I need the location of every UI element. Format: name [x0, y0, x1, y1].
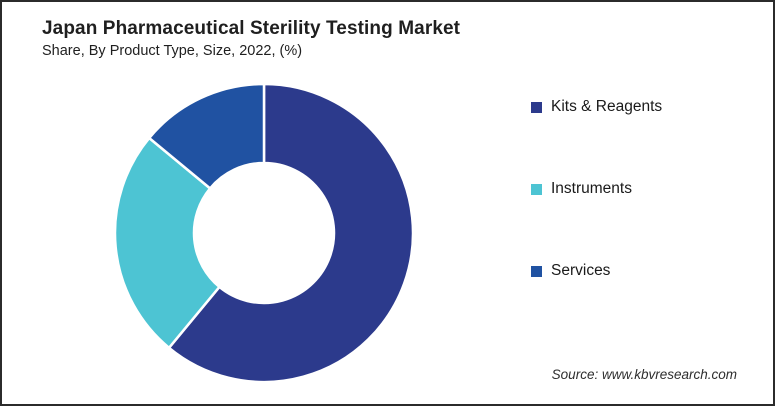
chart-title: Japan Pharmaceutical Sterility Testing M… — [42, 18, 461, 39]
legend-item-services: Services — [531, 260, 662, 282]
donut-slice-instruments — [113, 136, 221, 350]
chart-header: Japan Pharmaceutical Sterility Testing M… — [42, 17, 460, 59]
donut-chart — [113, 82, 415, 384]
legend-label: Instruments — [551, 180, 632, 197]
legend-item-instruments: Instruments — [531, 178, 662, 200]
chart-subtitle: Share, By Product Type, Size, 2022, (%) — [42, 43, 303, 60]
legend-label: Services — [551, 262, 611, 279]
legend-item-kits-reagents: Kits & Reagents — [531, 96, 662, 118]
legend-label: Kits & Reagents — [551, 98, 663, 115]
legend-swatch-icon — [531, 183, 542, 195]
legend-swatch-icon — [531, 101, 542, 113]
source-note: Source: www.kbvresearch.com — [551, 367, 737, 382]
legend: Kits & Reagents Instruments Services — [531, 96, 662, 282]
donut-slice-services — [147, 82, 266, 190]
legend-swatch-icon — [531, 265, 542, 277]
donut-slice-kits-reagents — [167, 82, 415, 384]
